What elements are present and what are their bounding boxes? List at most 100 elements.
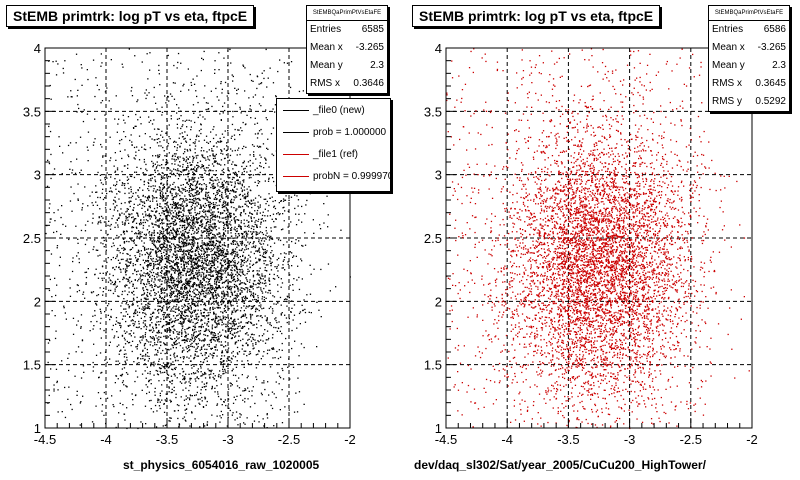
scatter-point xyxy=(185,274,187,277)
scatter-point xyxy=(218,141,220,143)
scatter-point xyxy=(222,252,224,254)
scatter-point xyxy=(283,259,285,261)
scatter-point xyxy=(210,241,212,243)
scatter-point xyxy=(281,389,283,391)
scatter-point xyxy=(139,199,141,201)
scatter-point xyxy=(228,260,231,262)
scatter-point xyxy=(134,269,136,272)
scatter-point xyxy=(87,160,89,162)
scatter-point xyxy=(224,237,226,240)
scatter-point xyxy=(300,258,302,260)
scatter-point xyxy=(233,196,235,198)
scatter-point xyxy=(293,304,296,306)
scatter-point xyxy=(201,281,203,283)
scatter-point xyxy=(163,292,165,294)
scatter-point xyxy=(234,87,236,89)
scatter-point xyxy=(212,237,214,239)
scatter-point xyxy=(210,303,212,305)
scatter-point xyxy=(233,237,235,239)
scatter-point xyxy=(149,303,151,305)
scatter-point xyxy=(177,211,180,213)
scatter-point xyxy=(234,280,236,283)
scatter-point xyxy=(155,221,157,223)
scatter-point xyxy=(214,216,217,218)
scatter-point xyxy=(156,373,159,375)
scatter-point xyxy=(251,213,253,215)
scatter-point xyxy=(209,179,212,181)
scatter-point xyxy=(172,236,174,239)
scatter-point xyxy=(238,351,241,353)
scatter-point xyxy=(87,205,89,207)
scatter-point xyxy=(247,322,249,324)
scatter-point xyxy=(234,419,236,421)
scatter-point xyxy=(273,206,275,208)
scatter-point xyxy=(158,172,160,175)
scatter-point xyxy=(215,87,217,90)
scatter-point xyxy=(290,196,293,198)
scatter-point xyxy=(203,267,205,269)
scatter-point xyxy=(154,308,156,311)
scatter-point xyxy=(219,250,221,252)
scatter-point xyxy=(143,242,145,244)
scatter-point xyxy=(181,232,184,235)
scatter-point xyxy=(125,211,127,213)
scatter-point xyxy=(167,276,169,278)
scatter-point xyxy=(239,225,241,227)
scatter-point xyxy=(238,147,240,149)
scatter-point xyxy=(156,410,158,412)
scatter-point xyxy=(209,182,211,184)
scatter-point xyxy=(217,391,219,393)
scatter-point xyxy=(178,333,180,336)
scatter-point xyxy=(241,248,244,250)
scatter-point xyxy=(178,212,180,214)
scatter-point xyxy=(200,280,202,282)
scatter-point xyxy=(270,133,273,135)
scatter-point xyxy=(195,257,197,260)
scatter-point xyxy=(261,382,263,384)
scatter-point xyxy=(252,306,254,308)
scatter-point xyxy=(134,158,136,160)
scatter-point xyxy=(159,205,161,207)
scatter-point xyxy=(252,202,254,204)
scatter-point xyxy=(112,215,114,217)
scatter-point xyxy=(264,180,266,182)
scatter-point xyxy=(159,308,161,311)
scatter-point xyxy=(185,278,187,281)
scatter-point xyxy=(234,226,236,228)
scatter-point xyxy=(182,189,184,191)
scatter-point xyxy=(156,142,159,144)
scatter-point xyxy=(221,282,223,284)
scatter-point xyxy=(250,217,252,220)
scatter-point xyxy=(183,266,185,268)
scatter-point xyxy=(235,235,237,237)
scatter-point xyxy=(162,235,164,237)
scatter-point xyxy=(99,322,102,324)
scatter-point xyxy=(173,158,175,160)
scatter-point xyxy=(220,334,222,336)
scatter-point xyxy=(236,262,239,265)
scatter-point xyxy=(244,401,246,403)
scatter-point xyxy=(174,163,176,165)
scatter-point xyxy=(150,290,152,292)
scatter-point xyxy=(169,294,171,297)
scatter-point xyxy=(252,80,254,82)
scatter-point xyxy=(189,149,192,152)
scatter-point xyxy=(174,203,177,205)
scatter-point xyxy=(266,86,268,88)
scatter-point xyxy=(136,166,138,168)
scatter-point xyxy=(195,249,197,251)
scatter-point xyxy=(284,210,286,212)
scatter-point xyxy=(165,273,168,276)
scatter-point xyxy=(241,315,243,318)
scatter-point xyxy=(234,185,236,187)
scatter-point xyxy=(301,278,303,280)
scatter-point xyxy=(291,300,293,302)
scatter-point xyxy=(146,268,148,270)
scatter-point xyxy=(224,261,226,263)
scatter-point xyxy=(253,246,255,248)
scatter-point xyxy=(121,293,123,296)
scatter-point xyxy=(217,304,219,306)
scatter-point xyxy=(222,269,224,271)
scatter-point xyxy=(142,287,144,289)
scatter-point xyxy=(173,353,175,355)
